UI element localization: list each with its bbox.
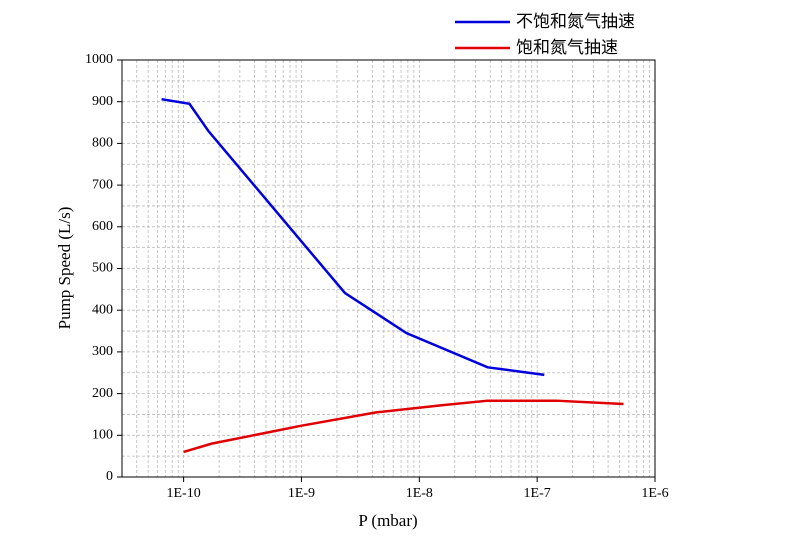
line-series [183, 399, 624, 454]
x-tick-label: 1E-7 [524, 486, 551, 501]
x-axis-title: P (mbar) [358, 511, 417, 530]
x-tick-label: 1E-9 [288, 486, 315, 501]
y-tick-label: 1000 [85, 52, 113, 67]
y-tick-label: 0 [106, 469, 113, 484]
y-axis-title: Pump Speed (L/s) [55, 207, 74, 330]
x-tick-label: 1E-8 [406, 486, 433, 501]
y-tick-label: 500 [92, 261, 113, 276]
legend-text: 不饱和氮气抽速 [516, 12, 635, 32]
y-tick-label: 300 [92, 344, 113, 359]
y-tick-label: 800 [92, 136, 113, 151]
y-tick-label: 400 [92, 302, 113, 317]
legend-text: 饱和氮气抽速 [516, 38, 618, 58]
x-tick-label: 1E-10 [167, 486, 201, 501]
y-tick-label: 100 [92, 428, 113, 443]
x-tick-label: 1E-6 [641, 486, 668, 501]
y-tick-label: 900 [92, 94, 113, 109]
plot-frame [121, 59, 656, 478]
y-tick-label: 200 [92, 386, 113, 401]
y-tick-label: 600 [92, 219, 113, 234]
line-series [161, 97, 545, 377]
y-tick-label: 700 [92, 177, 113, 192]
